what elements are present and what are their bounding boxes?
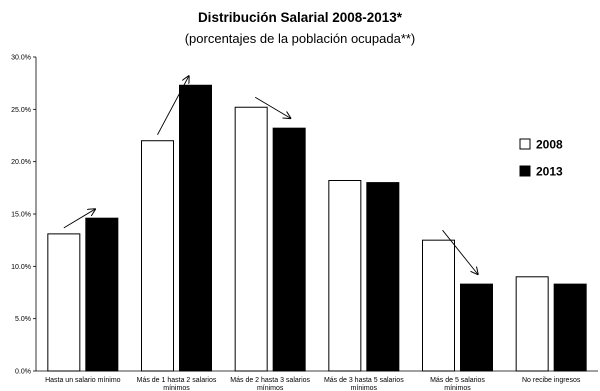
bar-2008 [422, 239, 455, 372]
bar-2013 [85, 217, 119, 372]
y-tick-label: 5.0% [15, 316, 31, 323]
bar-2008 [47, 233, 81, 372]
y-tick-label: 15.0% [11, 212, 31, 219]
bar-2013 [179, 84, 212, 372]
bar-2013 [553, 283, 587, 372]
y-tick-label: 0.0% [15, 369, 31, 376]
x-category-label: Más de 1 hasta 2 salarios mínimos [137, 377, 217, 391]
y-tick-label: 25.0% [11, 107, 31, 114]
bar-2008 [234, 106, 268, 372]
axes: 0.0% 5.0% 10.0% 15.0% 20.0% 25.0% 30.0% [11, 55, 598, 376]
trend-arrows [63, 76, 478, 274]
y-tick-label: 20.0% [11, 159, 31, 166]
bar-2008 [515, 276, 549, 372]
trend-arrow [63, 209, 95, 229]
legend-label-2008: 2008 [536, 138, 563, 152]
y-tick-label: 30.0% [11, 55, 31, 62]
trend-arrow [254, 96, 290, 118]
bar-2013 [272, 127, 306, 372]
bar-2013 [460, 283, 493, 372]
chart-title: Distribución Salarial 2008-2013* [198, 10, 403, 25]
trend-arrow [442, 229, 478, 274]
trend-arrow [157, 76, 189, 135]
legend-label-2013: 2013 [536, 165, 563, 179]
legend: 2008 2013 [519, 138, 563, 179]
bar-2008 [141, 140, 174, 372]
y-tick-label: 10.0% [11, 264, 31, 271]
legend-swatch-2008 [519, 138, 531, 150]
bar-2008 [328, 180, 362, 372]
x-category-label: Más de 5 salarios mínimos [430, 377, 485, 391]
chart-subtitle: (porcentajes de la población ocupada**) [185, 31, 416, 46]
bars [47, 84, 587, 372]
bar-2013 [366, 182, 400, 372]
x-category-label: No recibe ingresos [522, 377, 581, 384]
x-category-label: Más de 3 hasta 5 salarios mínimos [324, 377, 404, 391]
category-labels: Hasta un salario mínimo Más de 1 hasta 2 … [45, 377, 581, 391]
legend-swatch-2013 [519, 165, 531, 177]
x-category-label: Más de 2 hasta 3 salarios mínimos [230, 377, 310, 391]
x-category-label: Hasta un salario mínimo [45, 377, 121, 384]
